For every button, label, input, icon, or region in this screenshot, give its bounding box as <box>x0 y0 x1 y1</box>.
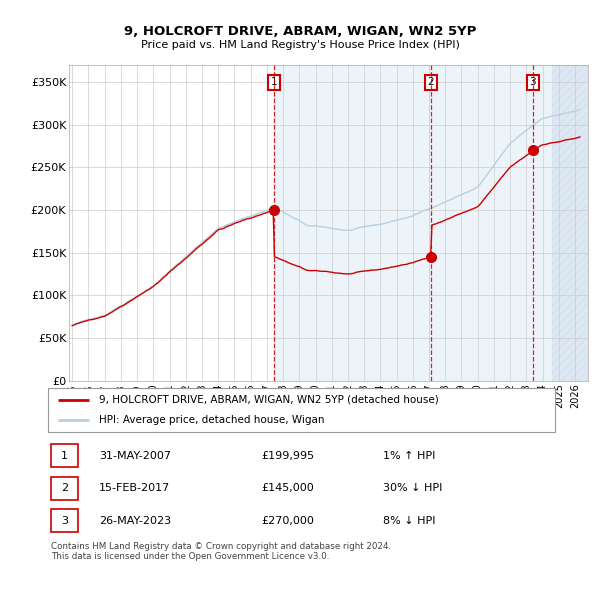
FancyBboxPatch shape <box>48 388 555 432</box>
Text: 3: 3 <box>530 77 536 87</box>
Text: 2: 2 <box>428 77 434 87</box>
Text: 2: 2 <box>61 483 68 493</box>
Text: 15-FEB-2017: 15-FEB-2017 <box>98 483 170 493</box>
Bar <box>274 65 588 381</box>
Text: HPI: Average price, detached house, Wigan: HPI: Average price, detached house, Wiga… <box>98 415 324 425</box>
Text: Contains HM Land Registry data © Crown copyright and database right 2024.
This d: Contains HM Land Registry data © Crown c… <box>51 542 391 561</box>
Text: 26-MAY-2023: 26-MAY-2023 <box>98 516 171 526</box>
Text: 9, HOLCROFT DRIVE, ABRAM, WIGAN, WN2 5YP (detached house): 9, HOLCROFT DRIVE, ABRAM, WIGAN, WN2 5YP… <box>98 395 439 405</box>
Text: 31-MAY-2007: 31-MAY-2007 <box>98 451 170 461</box>
Text: 30% ↓ HPI: 30% ↓ HPI <box>383 483 442 493</box>
Text: Price paid vs. HM Land Registry's House Price Index (HPI): Price paid vs. HM Land Registry's House … <box>140 40 460 50</box>
Text: £270,000: £270,000 <box>261 516 314 526</box>
FancyBboxPatch shape <box>50 509 79 532</box>
FancyBboxPatch shape <box>50 444 79 467</box>
Text: 3: 3 <box>61 516 68 526</box>
Text: 1: 1 <box>271 77 277 87</box>
Text: £145,000: £145,000 <box>261 483 314 493</box>
Text: 8% ↓ HPI: 8% ↓ HPI <box>383 516 435 526</box>
FancyBboxPatch shape <box>50 477 79 500</box>
Text: 1: 1 <box>61 451 68 461</box>
Bar <box>552 65 588 381</box>
Text: 1% ↑ HPI: 1% ↑ HPI <box>383 451 435 461</box>
Text: 9, HOLCROFT DRIVE, ABRAM, WIGAN, WN2 5YP: 9, HOLCROFT DRIVE, ABRAM, WIGAN, WN2 5YP <box>124 25 476 38</box>
Text: £199,995: £199,995 <box>261 451 314 461</box>
